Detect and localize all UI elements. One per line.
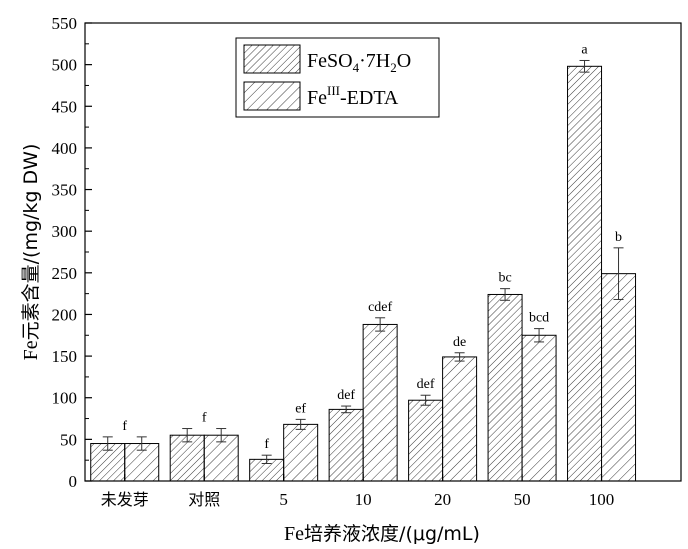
y-tick-label: 200	[52, 305, 78, 324]
y-axis: 0 50 100 150 200 250 300 350 400 450 500 550	[52, 14, 92, 491]
bar-series-2	[521, 334, 557, 482]
y-tick-label: 450	[52, 97, 78, 116]
legend-swatch-series-2	[243, 81, 301, 111]
y-tick-label: 100	[52, 389, 78, 408]
x-tick-label: 5	[279, 490, 288, 509]
significance-label: f	[122, 419, 127, 434]
significance-label: def	[337, 388, 355, 403]
significance-label: b	[615, 230, 622, 245]
x-tick-label: 未发芽	[101, 490, 149, 509]
y-tick-label: 150	[52, 347, 78, 366]
bar-series-2	[203, 434, 239, 482]
legend: FeSO4·7H2O FeIII-EDTA	[235, 37, 440, 118]
x-tick-label: 10	[355, 490, 372, 509]
y-tick-label: 550	[52, 14, 78, 33]
bar-series-2	[442, 356, 478, 482]
x-tick-label: 20	[434, 490, 451, 509]
y-tick-label: 300	[52, 222, 78, 241]
y-tick-label: 500	[52, 56, 78, 75]
significance-label: cdef	[368, 300, 392, 315]
y-axis-title: Fe元素含量/(mg/kg DW)	[20, 144, 42, 361]
significance-label: def	[417, 377, 435, 392]
significance-label: f	[202, 411, 207, 426]
y-tick-label: 50	[60, 430, 77, 449]
y-tick-label: 400	[52, 139, 78, 158]
bar-series-2	[601, 273, 637, 482]
bar-series-1	[567, 65, 603, 482]
bar-series-1	[487, 293, 523, 482]
bar-series-2	[362, 323, 398, 482]
legend-swatch-series-1	[243, 44, 301, 74]
significance-label: ef	[295, 401, 306, 416]
bar-series-1	[169, 434, 205, 482]
x-tick-label: 50	[514, 490, 531, 509]
legend-label-series-2: FeIII-EDTA	[307, 83, 399, 109]
x-axis-title: Fe培养液浓度/(μg/mL)	[284, 523, 480, 545]
x-tick-label: 100	[589, 490, 615, 509]
y-tick-label: 250	[52, 264, 78, 283]
significance-label: de	[453, 335, 466, 350]
y-tick-label: 350	[52, 181, 78, 200]
legend-label-series-1: FeSO4·7H2O	[307, 50, 411, 75]
bar-series-1	[408, 399, 444, 482]
x-axis: 未发芽 对照 5 10 20 50 100	[101, 474, 615, 509]
y-tick-label: 0	[69, 472, 78, 491]
significance-label: bc	[498, 271, 511, 286]
x-tick-label: 对照	[188, 490, 220, 509]
bar-series-2	[283, 423, 319, 482]
bars-layer: f f f def def bc a ef cdef de bcd b	[90, 42, 637, 482]
significance-label: bcd	[529, 311, 549, 326]
significance-label: a	[581, 42, 588, 57]
significance-label: f	[264, 437, 269, 452]
bar-series-1	[328, 408, 364, 482]
